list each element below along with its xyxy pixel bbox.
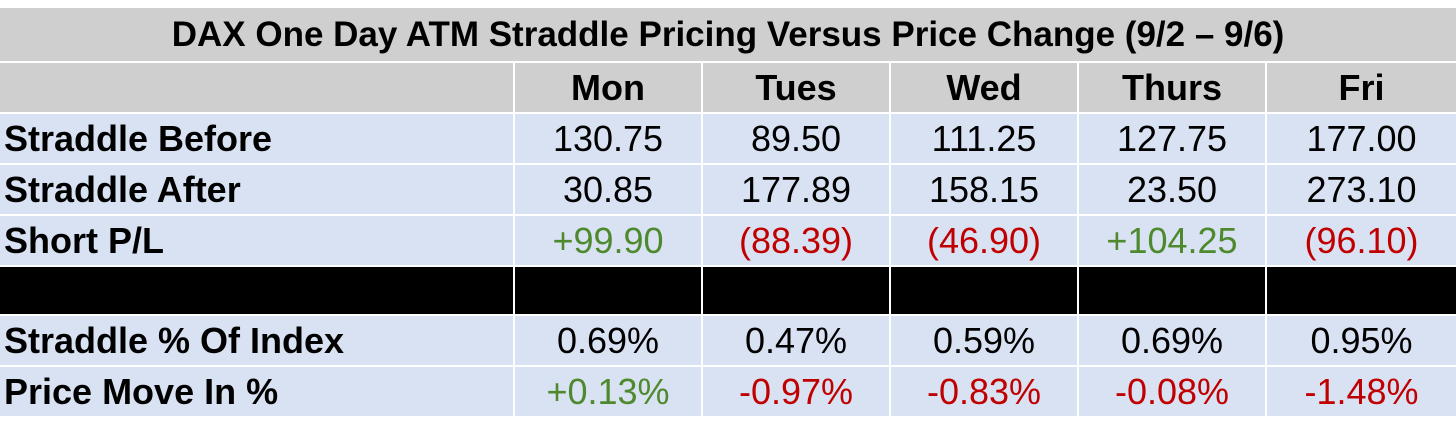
row-label-straddle-before: Straddle Before xyxy=(0,114,515,165)
table-cell: 127.75 xyxy=(1079,114,1267,165)
separator-cell xyxy=(1079,267,1267,316)
table-cell: 0.95% xyxy=(1267,316,1456,367)
header-day-wed: Wed xyxy=(891,63,1079,114)
straddle-table-container: DAX One Day ATM Straddle Pricing Versus … xyxy=(0,8,1456,418)
table-row: Straddle Before 130.75 89.50 111.25 127.… xyxy=(0,114,1456,165)
table-cell: -1.48% xyxy=(1267,367,1456,418)
row-label-straddle-after: Straddle After xyxy=(0,165,515,216)
table-title: DAX One Day ATM Straddle Pricing Versus … xyxy=(0,8,1456,63)
table-cell: 130.75 xyxy=(515,114,703,165)
table-cell: +0.13% xyxy=(515,367,703,418)
table-cell: (46.90) xyxy=(891,216,1079,267)
header-day-mon: Mon xyxy=(515,63,703,114)
table-cell: (96.10) xyxy=(1267,216,1456,267)
straddle-pricing-table: DAX One Day ATM Straddle Pricing Versus … xyxy=(0,8,1456,418)
table-cell: (88.39) xyxy=(703,216,891,267)
table-cell: 273.10 xyxy=(1267,165,1456,216)
separator-cell xyxy=(0,267,515,316)
table-cell: 158.15 xyxy=(891,165,1079,216)
table-cell: 177.00 xyxy=(1267,114,1456,165)
table-cell: 0.69% xyxy=(515,316,703,367)
separator-row xyxy=(0,267,1456,316)
separator-cell xyxy=(891,267,1079,316)
table-row: Straddle After 30.85 177.89 158.15 23.50… xyxy=(0,165,1456,216)
table-row: Short P/L +99.90 (88.39) (46.90) +104.25… xyxy=(0,216,1456,267)
table-cell: +99.90 xyxy=(515,216,703,267)
table-cell: -0.83% xyxy=(891,367,1079,418)
title-row: DAX One Day ATM Straddle Pricing Versus … xyxy=(0,8,1456,63)
header-day-fri: Fri xyxy=(1267,63,1456,114)
table-cell: 0.59% xyxy=(891,316,1079,367)
row-label-short-pl: Short P/L xyxy=(0,216,515,267)
header-day-tues: Tues xyxy=(703,63,891,114)
row-label-price-move-pct: Price Move In % xyxy=(0,367,515,418)
separator-cell xyxy=(1267,267,1456,316)
table-row: Price Move In % +0.13% -0.97% -0.83% -0.… xyxy=(0,367,1456,418)
table-cell: 89.50 xyxy=(703,114,891,165)
row-label-straddle-pct-index: Straddle % Of Index xyxy=(0,316,515,367)
table-cell: -0.97% xyxy=(703,367,891,418)
header-corner-cell xyxy=(0,63,515,114)
table-cell: 0.69% xyxy=(1079,316,1267,367)
header-day-thurs: Thurs xyxy=(1079,63,1267,114)
table-cell: 111.25 xyxy=(891,114,1079,165)
table-cell: -0.08% xyxy=(1079,367,1267,418)
separator-cell xyxy=(703,267,891,316)
table-cell: +104.25 xyxy=(1079,216,1267,267)
separator-cell xyxy=(515,267,703,316)
table-cell: 177.89 xyxy=(703,165,891,216)
table-cell: 30.85 xyxy=(515,165,703,216)
header-row: Mon Tues Wed Thurs Fri xyxy=(0,63,1456,114)
table-cell: 0.47% xyxy=(703,316,891,367)
table-cell: 23.50 xyxy=(1079,165,1267,216)
table-row: Straddle % Of Index 0.69% 0.47% 0.59% 0.… xyxy=(0,316,1456,367)
